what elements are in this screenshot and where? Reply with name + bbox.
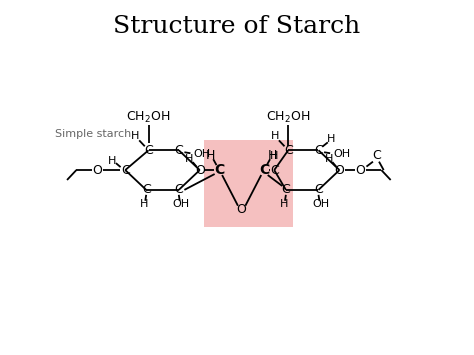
Text: O: O (335, 164, 345, 176)
Text: Structure of Starch: Structure of Starch (113, 15, 361, 38)
Text: H: H (279, 199, 288, 209)
Text: H: H (140, 199, 148, 209)
Text: H: H (270, 151, 278, 161)
Text: C: C (142, 184, 151, 196)
Text: C: C (144, 144, 153, 157)
Text: O: O (356, 164, 365, 176)
Text: OH: OH (312, 199, 329, 209)
Text: H: H (206, 149, 216, 162)
Text: C: C (372, 149, 381, 162)
Text: OH: OH (194, 149, 211, 159)
Text: OH: OH (333, 149, 350, 159)
Bar (204, 140, 293, 227)
Text: H: H (108, 156, 117, 166)
Text: H: H (268, 149, 277, 162)
Text: Simple starch: Simple starch (55, 129, 132, 139)
Text: OH: OH (173, 199, 190, 209)
Text: C: C (284, 144, 292, 157)
Text: C: C (121, 164, 129, 176)
Text: H: H (328, 134, 336, 144)
Text: C: C (174, 144, 183, 157)
Text: H: H (185, 154, 194, 164)
Text: C: C (259, 163, 269, 177)
Text: C: C (174, 184, 183, 196)
Text: H: H (271, 131, 279, 141)
Text: O: O (237, 203, 246, 216)
Text: C: C (314, 144, 323, 157)
Text: O: O (195, 164, 205, 176)
Text: C: C (314, 184, 323, 196)
Text: O: O (92, 164, 102, 176)
Text: H: H (131, 131, 140, 141)
Text: CH$_2$OH: CH$_2$OH (266, 110, 310, 125)
Text: C: C (282, 184, 290, 196)
Text: C: C (270, 164, 279, 176)
Text: H: H (325, 154, 333, 164)
Text: C: C (214, 163, 224, 177)
Text: CH$_2$OH: CH$_2$OH (127, 110, 171, 125)
